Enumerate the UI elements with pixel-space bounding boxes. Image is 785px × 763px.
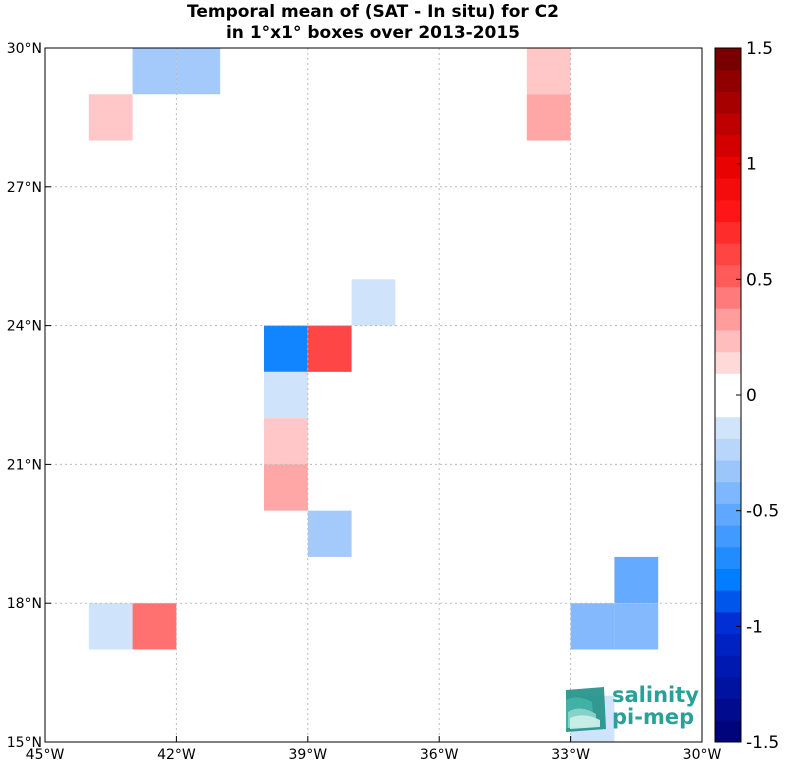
grid [45,48,702,742]
heatmap-cell-5 [351,279,396,326]
title-line-1: Temporal mean of (SAT - In situ) for C2 [187,2,559,22]
colorbar-tick-label: 1.5 [746,39,773,59]
heatmap-cell-11 [307,510,352,557]
colorbar-segment [715,655,741,678]
colorbar-segment [715,178,741,201]
y-tick-label: 21°N [7,457,42,473]
colorbar-segment [715,264,741,288]
x-tick-label: 39°W [288,747,327,763]
logo-line-1: salinity [612,683,699,707]
heatmap-cell-3 [526,48,571,95]
x-tick-label: 36°W [420,747,459,763]
colorbar-segment [715,329,741,353]
x-tick-label: 33°W [551,747,590,763]
heatmap-cell-14 [614,603,659,650]
logo-line-2: pi-mep [612,705,694,729]
colorbar-segment [715,395,741,418]
colorbar-segment [715,91,741,114]
colorbar-tick-label: 0.5 [746,270,773,290]
colorbar-tick-label: 0 [746,386,757,406]
x-tick-label: 30°W [683,747,722,763]
colorbar-segment [715,481,741,504]
heatmap-cell-6 [264,325,308,372]
colorbar-segment [715,243,741,266]
heatmap-cell-0 [132,48,177,95]
colorbar-tick-label: 1 [746,155,757,175]
heatmap-cell-12 [614,556,659,604]
colorbar-segment [715,698,741,721]
x-tick-label: 45°W [26,747,65,763]
colorbar-segment [715,438,741,461]
colorbar-segment [715,720,741,743]
heatmap-cell-9 [264,418,308,465]
colorbar-segment [715,286,741,309]
colorbar-segment [715,221,741,244]
heatmap-cell-1 [176,48,221,95]
heatmap-cell-8 [264,371,308,419]
colorbar-segment [715,156,741,179]
heatmap-cell-10 [264,464,308,511]
salinity-pimep-logo: salinity pi-mep [566,683,699,732]
colorbar-segment [715,69,741,92]
colorbar-segment [715,48,741,71]
colorbar-segment [715,460,741,483]
colorbar-tick-label: -0.5 [746,502,779,522]
x-tick-label: 42°W [157,747,196,763]
y-tick-label: 24°N [7,319,42,335]
y-tick-label: 18°N [7,596,42,612]
heatmap-cell-16 [132,603,177,650]
colorbar-segment [715,611,741,635]
colorbar-segment [715,525,741,548]
y-tick-label: 27°N [7,180,42,196]
title-line-2: in 1°x1° boxes over 2013-2015 [226,23,520,43]
colorbar-segment [715,134,741,157]
colorbar-segment [715,113,741,136]
heatmap-cell-15 [88,603,133,650]
colorbar-segment [715,416,741,439]
heatmap-cell-13 [570,603,615,650]
colorbar-segment [715,503,741,526]
plot-border [44,47,703,743]
colorbar-segment [715,199,741,222]
y-tick-label: 15°N [7,735,42,751]
colorbar-segment [715,546,741,569]
y-axis: 15°N 18°N 21°N 24°N 27°N 30°N [7,41,51,751]
colorbar: 1.5 1 0.5 0 -0.5 -1 -1.5 [714,39,779,753]
x-axis: 45°W 42°W 39°W 36°W 33°W 30°W [26,736,722,763]
colorbar-segment [715,590,741,613]
heatmap-cell-4 [526,94,571,141]
logo-wave-icon [566,687,606,732]
colorbar-segment [715,633,741,656]
colorbar-tick-label: -1.5 [746,733,779,753]
colorbar-segment [715,351,741,374]
title: Temporal mean of (SAT - In situ) for C2 … [187,2,559,43]
plot-frame [44,47,703,743]
heatmap-cell-2 [88,94,133,141]
colorbar-segment [715,373,741,396]
heatmap-cells [88,48,659,742]
heatmap-cell-7 [307,325,352,372]
colorbar-segment [715,308,741,331]
colorbar-tick-label: -1 [746,617,763,637]
colorbar-segment [715,568,741,591]
colorbar-segment [715,676,741,700]
y-tick-label: 30°N [7,41,42,57]
